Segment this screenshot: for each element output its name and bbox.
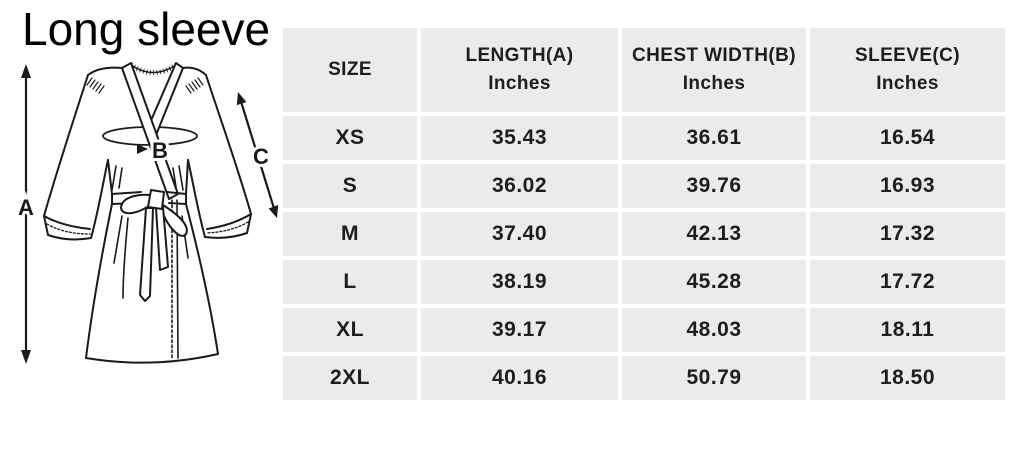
value-cell: 38.19 [421, 260, 618, 304]
column-unit: Inches [488, 73, 551, 94]
size-cell: S [283, 164, 417, 208]
size-cell: M [283, 212, 417, 256]
column-unit: Inches [682, 73, 746, 94]
value-cell: 35.43 [421, 116, 618, 160]
robe-measurement-diagram: A B C [0, 48, 290, 388]
size-cell: XS [283, 116, 417, 160]
value-cell: 37.40 [421, 212, 618, 256]
value-cell: 50.79 [622, 356, 806, 400]
value-cell: 39.17 [421, 308, 618, 352]
column-label: SIZE [328, 58, 372, 80]
size-cell: XL [283, 308, 417, 352]
column-unit: Inches [876, 73, 939, 94]
column-header-size: SIZE [283, 28, 417, 112]
value-cell: 36.61 [622, 116, 806, 160]
robe-diagram: A B C [15, 62, 279, 364]
column-label: SLEEVE(C) [855, 44, 960, 66]
length-label: A [18, 195, 34, 220]
value-cell: 39.76 [622, 164, 806, 208]
value-cell: 16.54 [810, 116, 1005, 160]
sleeve-arrow-icon [236, 92, 279, 218]
chest-label: B [152, 138, 168, 163]
column-header-length: LENGTH(A) Inches [421, 28, 618, 112]
value-cell: 17.72 [810, 260, 1005, 304]
length-arrow-icon [21, 64, 31, 364]
size-cell: 2XL [283, 356, 417, 400]
sleeve-label: C [253, 144, 269, 169]
size-chart-table: SIZE LENGTH(A) Inches CHEST WIDTH(B) Inc… [283, 28, 1005, 400]
value-cell: 18.50 [810, 356, 1005, 400]
column-header-chest-width: CHEST WIDTH(B) Inches [622, 28, 806, 112]
value-cell: 48.03 [622, 308, 806, 352]
value-cell: 16.93 [810, 164, 1005, 208]
value-cell: 42.13 [622, 212, 806, 256]
column-label: CHEST WIDTH(B) [632, 44, 796, 66]
value-cell: 40.16 [421, 356, 618, 400]
column-label: LENGTH(A) [465, 44, 574, 66]
value-cell: 36.02 [421, 164, 618, 208]
page-title: Long sleeve [22, 3, 271, 55]
value-cell: 45.28 [622, 260, 806, 304]
value-cell: 18.11 [810, 308, 1005, 352]
column-header-sleeve: SLEEVE(C) Inches [810, 28, 1005, 112]
chest-arrow-icon [137, 144, 148, 154]
size-cell: L [283, 260, 417, 304]
value-cell: 17.32 [810, 212, 1005, 256]
